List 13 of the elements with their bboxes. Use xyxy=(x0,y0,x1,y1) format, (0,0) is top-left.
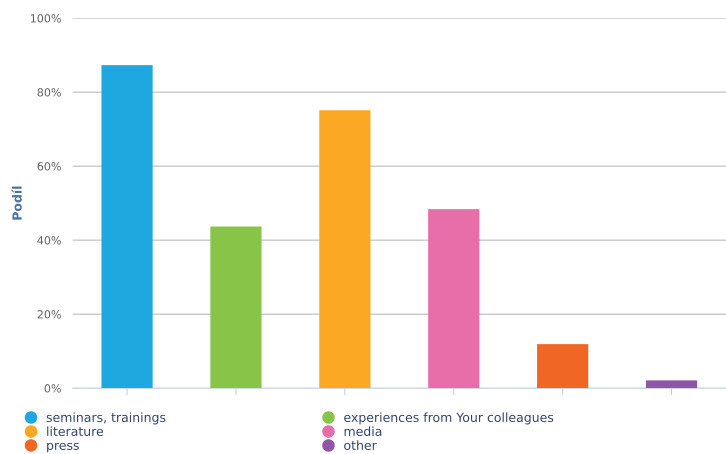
legend-label: seminars, trainings xyxy=(46,412,166,424)
legend-label: media xyxy=(344,426,382,436)
legend-label: press xyxy=(47,442,79,452)
legend-label: other xyxy=(344,440,377,450)
y-tick-label: 80% xyxy=(38,88,61,97)
legend-label: experiences from Your colleagues xyxy=(344,412,554,424)
legend-label: literature xyxy=(47,426,104,436)
y-tick-label: 0% xyxy=(44,384,61,393)
y-tick-label: 100% xyxy=(30,14,61,23)
y-tick-label: 20% xyxy=(38,310,61,319)
y-tick-label: 60% xyxy=(38,162,61,171)
y-axis-title: Podíl xyxy=(12,186,22,220)
y-tick-label: 40% xyxy=(37,236,61,245)
